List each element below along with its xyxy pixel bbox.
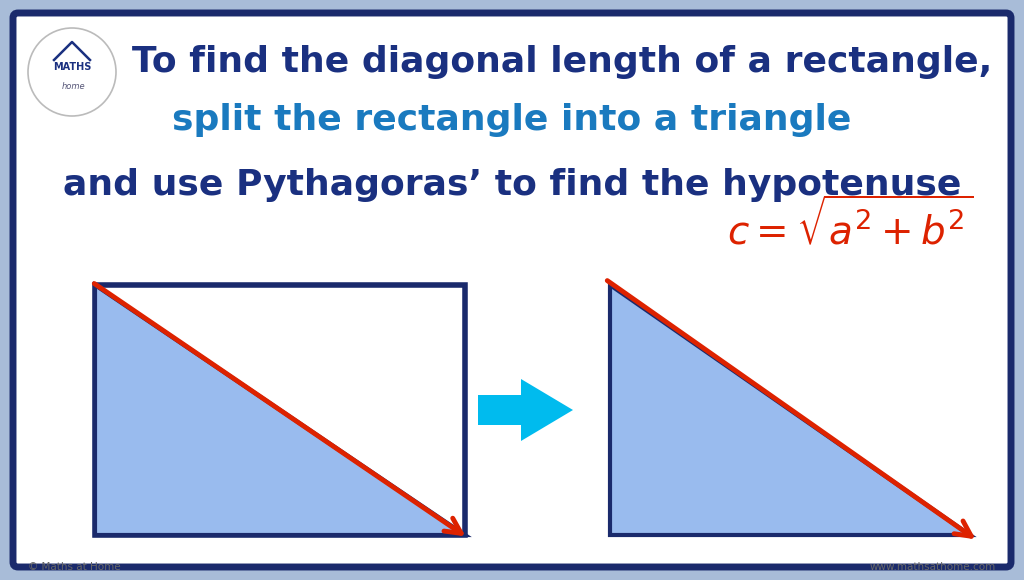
Polygon shape (610, 285, 970, 535)
FancyBboxPatch shape (13, 13, 1011, 567)
Text: home: home (62, 82, 86, 91)
Text: and use Pythagoras’ to find the hypotenuse: and use Pythagoras’ to find the hypotenu… (62, 168, 962, 202)
FancyArrow shape (478, 379, 573, 441)
Circle shape (28, 28, 116, 116)
Polygon shape (95, 285, 465, 535)
Text: To find the diagonal length of a rectangle,: To find the diagonal length of a rectang… (132, 45, 992, 79)
Text: www.mathsathome.com: www.mathsathome.com (869, 562, 996, 572)
Bar (95, 285, 465, 535)
Text: split the rectangle into a triangle: split the rectangle into a triangle (172, 103, 852, 137)
Text: © Maths at Home: © Maths at Home (28, 562, 121, 572)
Text: MATHS: MATHS (53, 62, 91, 72)
Text: $c = \sqrt{a^2 + b^2}$: $c = \sqrt{a^2 + b^2}$ (727, 198, 973, 252)
